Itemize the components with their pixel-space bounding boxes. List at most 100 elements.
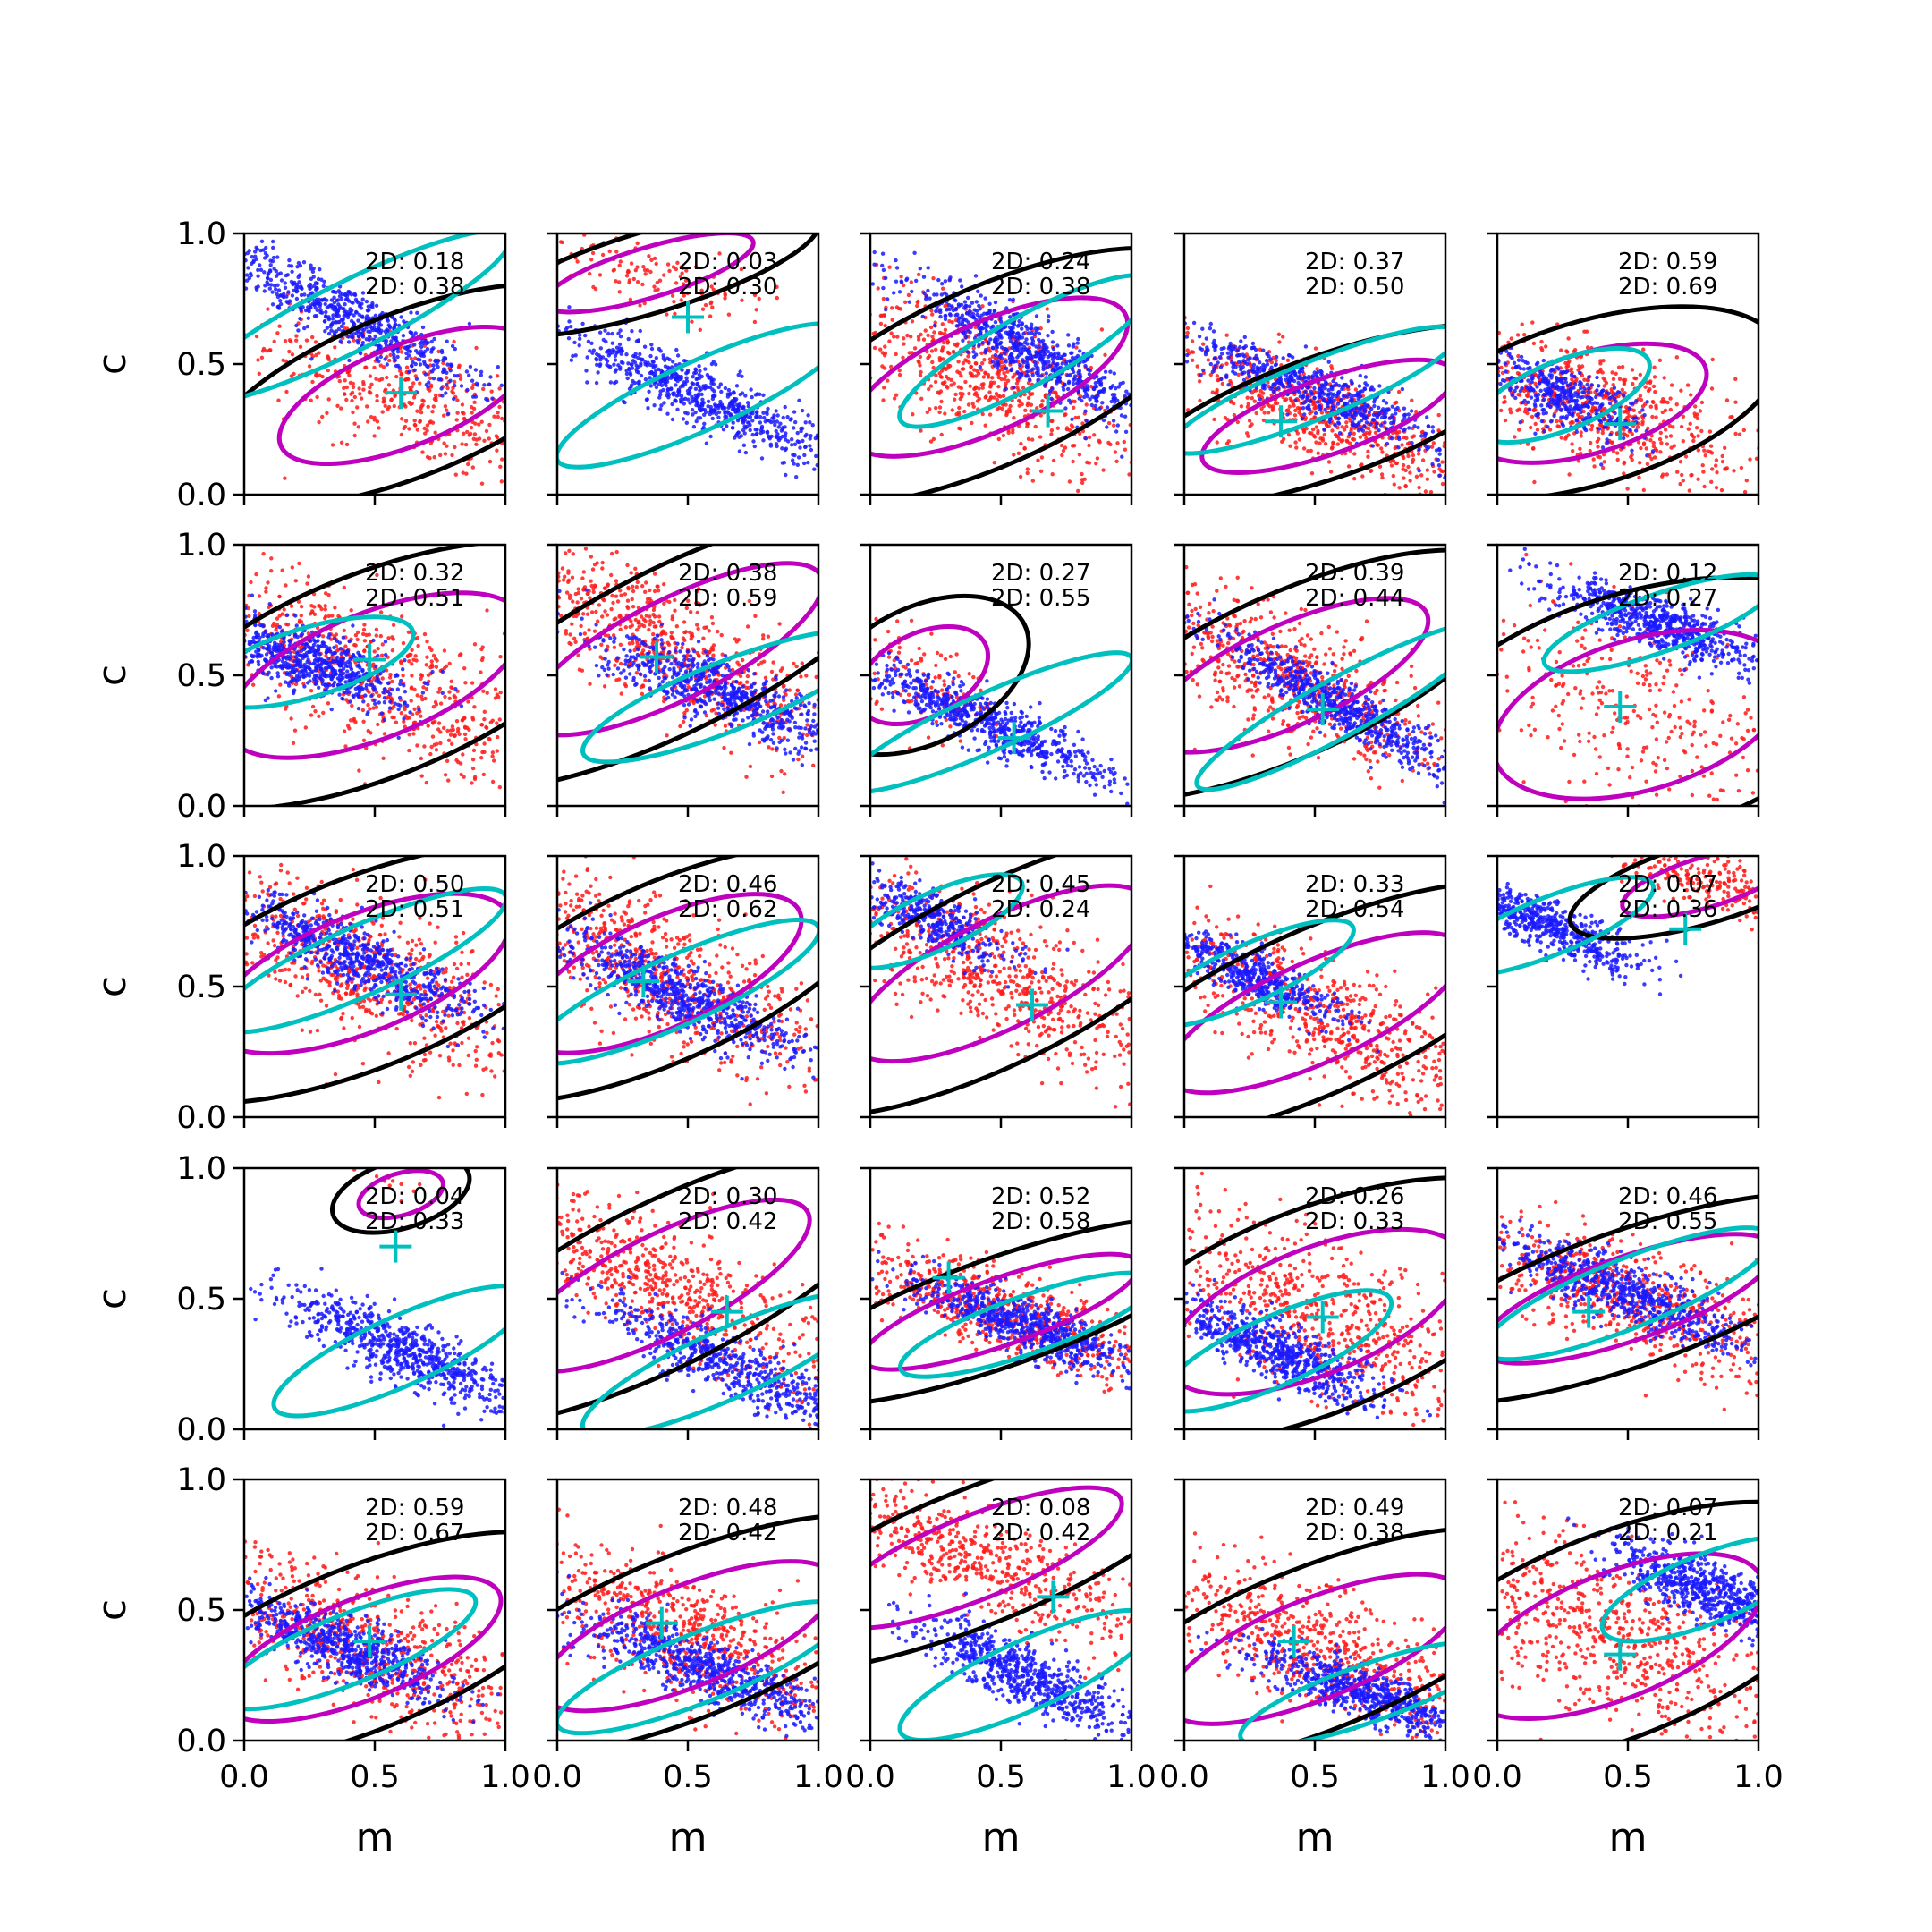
red-sample-cloud-point: [880, 314, 884, 318]
red-sample-cloud-point: [514, 436, 518, 439]
red-sample-cloud-point: [500, 479, 504, 483]
blue-sample-cloud-point: [706, 404, 709, 408]
red-sample-cloud-point: [622, 504, 625, 507]
blue-sample-cloud-point: [922, 292, 926, 295]
blue-sample-cloud-point: [1383, 420, 1386, 424]
red-sample-cloud-point: [1216, 440, 1219, 444]
blue-sample-cloud-point: [1269, 366, 1273, 369]
blue-sample-cloud-point: [272, 256, 275, 259]
red-sample-cloud-point: [1336, 442, 1340, 445]
blue-sample-cloud-point: [1140, 323, 1143, 326]
red-sample-cloud-point: [893, 396, 896, 400]
blue-sample-cloud-point: [460, 384, 463, 387]
blue-sample-cloud-point: [1198, 335, 1201, 338]
blue-sample-cloud-point: [1357, 420, 1360, 424]
red-sample-cloud-point: [1186, 326, 1190, 330]
red-sample-cloud-point: [353, 434, 357, 437]
blue-sample-cloud-point: [452, 397, 455, 401]
blue-sample-cloud-point: [797, 399, 801, 402]
red-sample-cloud-point: [1201, 343, 1205, 346]
blue-sample-cloud-point: [1111, 393, 1114, 396]
blue-sample-cloud-point: [945, 308, 948, 311]
blue-sample-cloud-point: [1351, 423, 1354, 427]
red-sample-cloud-point: [1302, 428, 1306, 432]
red-sample-cloud-point: [1636, 425, 1640, 428]
red-sample-cloud-point: [1008, 410, 1012, 413]
red-sample-cloud-point: [1250, 396, 1254, 400]
blue-sample-cloud-point: [1020, 326, 1023, 330]
red-sample-cloud-point: [1699, 429, 1703, 433]
red-sample-cloud-point: [855, 299, 859, 302]
blue-sample-cloud-point: [337, 314, 341, 318]
red-sample-cloud-point: [1411, 453, 1415, 457]
red-sample-cloud-point: [415, 410, 419, 413]
red-sample-cloud-point: [969, 385, 972, 388]
red-sample-cloud-point: [1314, 440, 1318, 444]
blue-sample-cloud-point: [1097, 378, 1100, 382]
blue-sample-cloud-point: [1076, 337, 1080, 341]
red-sample-cloud-point: [1475, 487, 1479, 490]
blue-sample-cloud-point: [1137, 428, 1140, 432]
red-sample-cloud-point: [1253, 400, 1257, 403]
blue-sample-cloud-point: [369, 330, 372, 334]
red-sample-cloud-point: [287, 350, 291, 353]
blue-sample-cloud-point: [966, 351, 970, 354]
red-sample-cloud-point: [902, 342, 905, 345]
blue-sample-cloud-point: [230, 244, 233, 248]
blue-sample-cloud-point: [1051, 358, 1055, 361]
red-sample-cloud-point: [667, 269, 671, 273]
blue-sample-cloud-point: [300, 287, 303, 291]
blue-sample-cloud-point: [737, 430, 741, 434]
blue-sample-cloud-point: [735, 384, 739, 387]
red-sample-cloud-point: [472, 401, 476, 404]
red-sample-cloud-point: [853, 292, 857, 296]
blue-sample-cloud-point: [620, 360, 623, 364]
red-sample-cloud-point: [1474, 378, 1478, 382]
blue-sample-cloud-point: [694, 396, 698, 400]
blue-sample-cloud-point: [727, 388, 731, 392]
blue-sample-cloud-point: [354, 310, 358, 314]
red-sample-cloud-point: [349, 381, 352, 385]
blue-sample-cloud-point: [1284, 378, 1287, 382]
blue-sample-cloud-point: [770, 416, 774, 419]
red-sample-cloud-point: [256, 358, 259, 361]
red-sample-cloud-point: [495, 449, 498, 453]
blue-sample-cloud-point: [707, 376, 710, 379]
red-sample-cloud-point: [494, 209, 497, 213]
blue-sample-cloud-point: [672, 393, 675, 396]
red-sample-cloud-point: [1432, 470, 1436, 473]
red-sample-cloud-point: [1377, 443, 1380, 446]
red-sample-cloud-point: [1191, 351, 1195, 354]
red-sample-cloud-point: [1190, 447, 1193, 451]
blue-sample-cloud-point: [1372, 404, 1376, 408]
blue-sample-cloud-point: [806, 413, 809, 417]
blue-sample-cloud-point: [437, 377, 441, 381]
red-sample-cloud-point: [1123, 359, 1126, 362]
red-sample-cloud-point: [1246, 435, 1250, 438]
blue-sample-cloud-point: [364, 317, 368, 320]
blue-sample-cloud-point: [402, 334, 405, 337]
red-sample-cloud-point: [627, 281, 631, 284]
blue-sample-cloud-point: [1276, 386, 1280, 390]
blue-sample-cloud-point: [500, 384, 504, 387]
blue-sample-cloud-point: [1174, 439, 1178, 443]
red-sample-cloud-point: [1157, 376, 1161, 379]
blue-sample-cloud-point: [1465, 446, 1469, 450]
blue-sample-cloud-point: [266, 276, 269, 280]
blue-sample-cloud-point: [882, 268, 886, 272]
blue-sample-cloud-point: [960, 284, 963, 288]
red-sample-cloud-point: [1196, 430, 1199, 434]
blue-sample-cloud-point: [618, 343, 622, 346]
red-sample-cloud-point: [1402, 476, 1405, 479]
red-sample-cloud-point: [962, 410, 966, 413]
blue-sample-cloud-point: [1108, 370, 1112, 374]
red-sample-cloud-point: [513, 268, 517, 272]
blue-sample-cloud-point: [698, 409, 701, 412]
blue-sample-cloud-point: [359, 332, 362, 335]
blue-sample-cloud-point: [775, 445, 778, 448]
blue-sample-cloud-point: [1231, 365, 1234, 369]
blue-sample-cloud-point: [1027, 348, 1030, 352]
blue-sample-cloud-point: [490, 396, 494, 400]
red-sample-cloud-point: [1051, 472, 1055, 476]
red-sample-cloud-point: [1531, 446, 1535, 450]
